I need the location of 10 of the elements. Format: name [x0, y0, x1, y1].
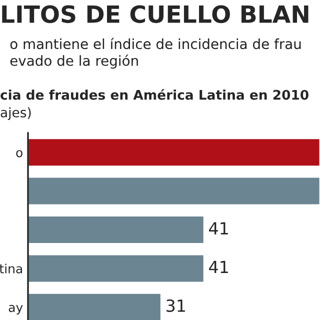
y-tick-label: tina [0, 264, 22, 274]
chart-title: LITOS DE CUELLO BLAN [2, 5, 308, 24]
text: cia de fraudes en América Latina en 2010 [0, 89, 308, 100]
text: ajes) [0, 107, 31, 120]
chart-subtitle: o mantiene el índice de incidencia de frau evado de la región [10, 38, 301, 69]
data-label: 41 [209, 260, 228, 274]
y-tick-label: ay [8, 304, 23, 314]
y-tick-label: o [16, 150, 22, 158]
data-label: 31 [166, 299, 185, 312]
data-label: 41 [209, 222, 228, 234]
